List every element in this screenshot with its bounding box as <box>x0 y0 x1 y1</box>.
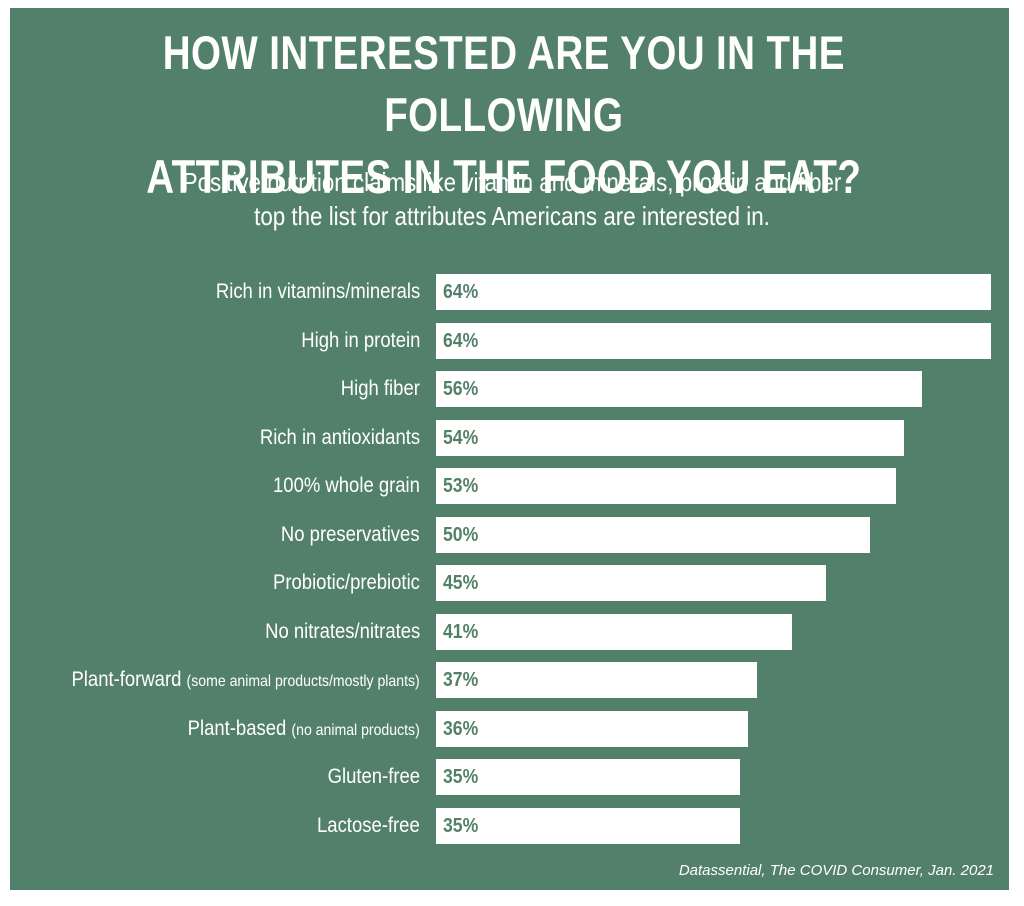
category-label-text: High fiber <box>340 377 420 400</box>
category-label-text: Rich in antioxidants <box>259 426 420 449</box>
bar-value-label: 41% <box>443 621 479 643</box>
bar <box>436 565 826 601</box>
category-label: No preservatives <box>281 517 420 553</box>
bar <box>436 711 748 747</box>
bar-value-label: 64% <box>443 330 479 352</box>
bar-value-label: 54% <box>443 427 479 449</box>
category-label: High in protein <box>301 323 420 359</box>
category-label-note: (no animal products) <box>291 722 420 739</box>
category-label-text: No preservatives <box>281 523 420 546</box>
category-label: Gluten-free <box>328 759 420 795</box>
bar <box>436 371 922 407</box>
chart-title: HOW INTERESTED ARE YOU IN THE FOLLOWING … <box>92 22 915 208</box>
bar-value-label: 35% <box>443 766 479 788</box>
category-label-text: Rich in vitamins/minerals <box>215 280 420 303</box>
bar-value-label: 45% <box>443 572 479 594</box>
bar-value-label: 56% <box>443 378 479 400</box>
category-label: Lactose-free <box>317 808 420 844</box>
bar <box>436 808 740 844</box>
bar-value-label: 53% <box>443 475 479 497</box>
category-label-text: Probiotic/prebiotic <box>273 571 420 594</box>
category-label: 100% whole grain <box>273 468 420 504</box>
chart-subtitle-line-1: Positive nutrition claims like vitamin a… <box>182 167 842 197</box>
source-note: Datassential, The COVID Consumer, Jan. 2… <box>678 862 994 879</box>
bar <box>436 662 757 698</box>
category-label: No nitrates/nitrates <box>265 614 420 650</box>
bar <box>436 274 991 310</box>
category-label-text: High in protein <box>300 329 420 352</box>
chart-subtitle-line-2: top the list for attributes Americans ar… <box>254 201 770 231</box>
bar <box>436 759 740 795</box>
bar <box>436 614 792 650</box>
category-label: Plant-forward (some animal products/most… <box>72 662 420 700</box>
category-label-text: No nitrates/nitrates <box>264 620 420 643</box>
category-label: High fiber <box>341 371 420 407</box>
category-label: Plant-based (no animal products) <box>188 711 420 749</box>
bar-value-label: 64% <box>443 281 479 303</box>
bar <box>436 420 904 456</box>
category-label-text: 100% whole grain <box>273 474 420 497</box>
bar-value-label: 36% <box>443 718 479 740</box>
category-label-note: (some animal products/mostly plants) <box>186 673 420 690</box>
bar-value-label: 37% <box>443 669 479 691</box>
bar <box>436 323 991 359</box>
category-label: Rich in vitamins/minerals <box>216 274 420 310</box>
category-label: Probiotic/prebiotic <box>273 565 420 601</box>
chart-title-line-1: HOW INTERESTED ARE YOU IN THE FOLLOWING <box>162 26 845 141</box>
category-label-text: Plant-forward <box>71 668 182 691</box>
category-label-text: Lactose-free <box>317 814 420 837</box>
category-label-text: Plant-based <box>187 717 287 740</box>
bar-value-label: 50% <box>443 524 479 546</box>
chart-title-line-2: ATTRIBUTES IN THE FOOD YOU EAT? <box>146 150 862 203</box>
chart-subtitle: Positive nutrition claims like vitamin a… <box>72 165 953 233</box>
category-label-text: Gluten-free <box>327 765 420 788</box>
bar <box>436 468 896 504</box>
category-label: Rich in antioxidants <box>260 420 420 456</box>
bar <box>436 517 870 553</box>
bar-value-label: 35% <box>443 815 479 837</box>
